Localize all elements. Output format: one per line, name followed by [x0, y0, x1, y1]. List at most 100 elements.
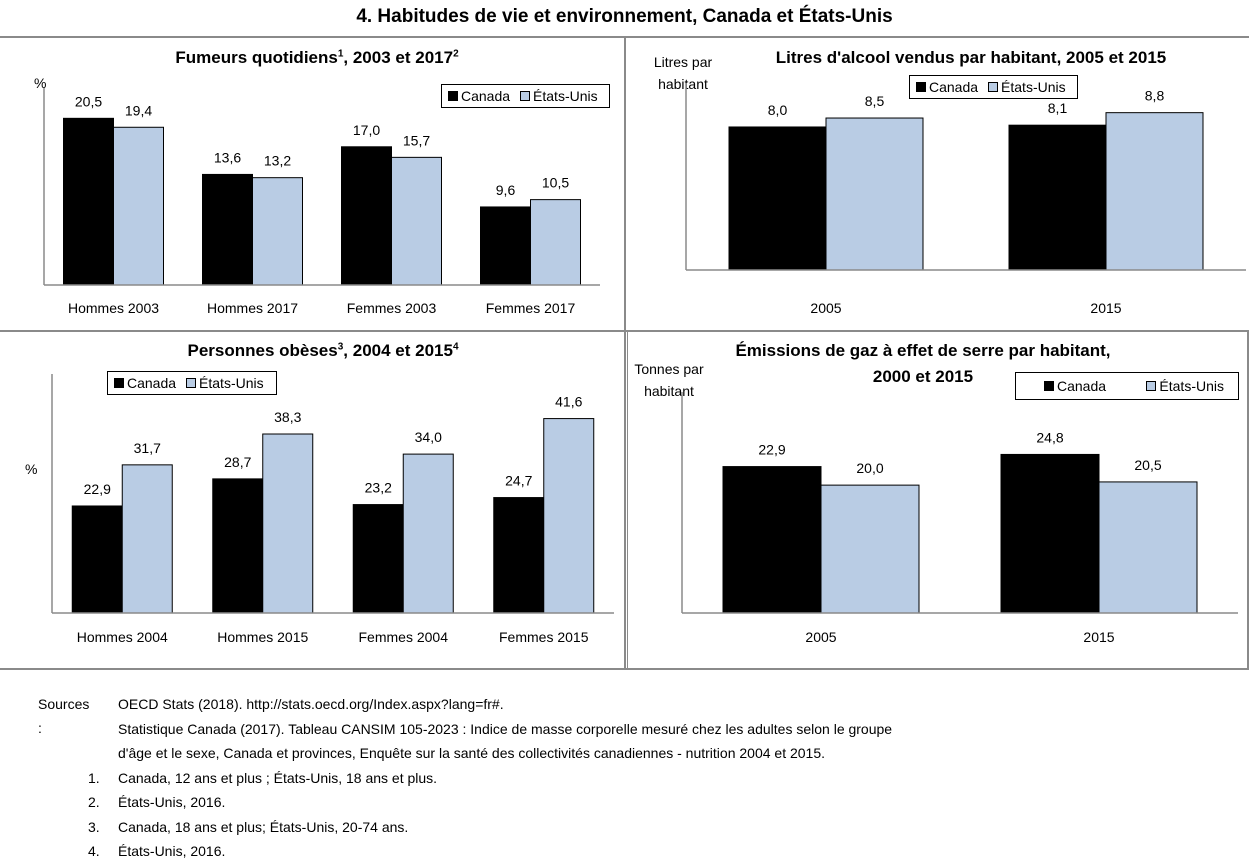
bar-canada	[1008, 124, 1107, 271]
page-title: 4. Habitudes de vie et environnement, Ca…	[356, 6, 893, 27]
data-label: 23,2	[365, 480, 392, 496]
x-tick-label: 2015	[1083, 629, 1114, 645]
data-label: 10,5	[542, 175, 569, 191]
divider-bottom	[0, 668, 1249, 670]
legend-item-canada: Canada	[114, 375, 176, 391]
bar-canada	[341, 146, 392, 286]
bar-canada	[480, 206, 531, 286]
legend: Canada États-Unis	[441, 84, 610, 108]
data-label: 22,9	[84, 481, 111, 497]
legend-label-canada: Canada	[1057, 378, 1107, 394]
chart-title-fumeurs: Fumeurs quotidiens1, 2003 et 20172	[0, 48, 634, 68]
data-label: 8,5	[865, 93, 885, 109]
bar-usa	[1105, 112, 1204, 271]
legend-item-canada: Canada	[916, 79, 978, 95]
legend-label-canada: Canada	[929, 79, 979, 95]
legend-swatch-canada	[448, 91, 458, 101]
data-label: 19,4	[125, 102, 152, 118]
bar-canada	[493, 497, 545, 614]
bar-canada	[212, 478, 264, 614]
y-axis-label: Litres par habitant	[644, 51, 722, 95]
x-tick-label: 2005	[805, 629, 836, 645]
legend-swatch-canada	[916, 82, 926, 92]
x-tick-label: Femmes 2015	[499, 629, 589, 645]
y-axis-label: %	[34, 75, 47, 91]
chart-panel-fumeurs: Fumeurs quotidiens1, 2003 et 20172 % Can…	[0, 38, 624, 330]
bar-usa	[113, 126, 164, 286]
data-label: 24,8	[1036, 429, 1063, 445]
legend-swatch-usa	[186, 378, 197, 388]
legend-item-usa: États-Unis	[1146, 378, 1224, 394]
x-tick-label: Femmes 2017	[486, 300, 576, 316]
bar-usa	[1098, 481, 1198, 614]
y-axis-label-line1: Tonnes par	[634, 361, 704, 377]
data-label: 8,0	[768, 102, 788, 118]
bar-usa	[820, 484, 920, 614]
chart-title-text: , 2004 et 2015	[343, 341, 453, 360]
divider-right-bottom	[1247, 330, 1249, 670]
bar-canada	[202, 173, 253, 286]
data-label: 34,0	[415, 429, 442, 445]
x-tick-label: Femmes 2004	[359, 629, 449, 645]
legend-label-usa: États-Unis	[199, 375, 264, 391]
data-label: 15,7	[403, 132, 430, 148]
footnote-ref: 4	[452, 341, 459, 353]
chart-title-text: Fumeurs quotidiens	[175, 48, 338, 67]
legend-label-usa: États-Unis	[1159, 378, 1224, 394]
note-text: États-Unis, 2016.	[118, 794, 226, 810]
chart-title-alcool: Litres d'alcool vendus par habitant, 200…	[775, 48, 1167, 67]
data-label: 8,1	[1048, 100, 1068, 116]
footnote-ref: 1	[337, 48, 344, 60]
data-label: 8,8	[1145, 88, 1165, 104]
chart-panel-obeses: Personnes obèses3, 2004 et 20154 % Canad…	[0, 332, 624, 668]
chart-panel-alcool: Litres d'alcool vendus par habitant, 200…	[626, 38, 1249, 330]
x-tick-label: 2005	[810, 300, 841, 316]
legend-item-canada: Canada	[448, 88, 510, 104]
divider-vertical-bottom-left	[624, 330, 626, 670]
legend-label-canada: Canada	[461, 88, 511, 104]
chart-panel-emissions: Émissions de gaz à effet de serre par ha…	[628, 332, 1247, 668]
bar-usa	[530, 199, 581, 286]
bar-canada	[728, 126, 827, 271]
legend-label-usa: États-Unis	[1001, 79, 1066, 95]
bar-usa	[543, 418, 595, 614]
data-label: 41,6	[555, 394, 582, 410]
chart-fumeurs: 20,5 19,4 Hommes 2003 13,6 13,2 Hommes 2017 17…	[43, 88, 600, 316]
bar-usa	[402, 453, 454, 614]
data-label: 20,5	[1134, 457, 1161, 473]
data-label: 38,3	[274, 409, 301, 425]
bar-canada	[63, 117, 114, 286]
data-label: 20,5	[75, 93, 102, 109]
chart-title-line1: Émissions de gaz à effet de serre par ha…	[735, 341, 1111, 360]
sources-label: Sources :	[38, 696, 90, 736]
legend-item-usa: États-Unis	[988, 79, 1066, 95]
data-label: 13,6	[214, 149, 241, 165]
legend-item-canada: Canada	[1044, 378, 1106, 394]
note-number: 4.	[88, 843, 100, 859]
data-label: 24,7	[505, 473, 532, 489]
legend-label-canada: Canada	[127, 375, 177, 391]
bar-usa	[825, 117, 924, 271]
note-text: Canada, 12 ans et plus ; États-Unis, 18 …	[118, 769, 438, 786]
data-label: 20,0	[856, 460, 883, 476]
bar-usa	[391, 156, 442, 286]
legend-item-usa: États-Unis	[520, 88, 598, 104]
legend-swatch-usa	[520, 91, 531, 101]
source-line: d'âge et le sexe, Canada et provinces, E…	[118, 745, 826, 761]
bar-canada	[722, 466, 822, 614]
chart-emissions: 22,9 20,0 2005 24,8 20,5 2015	[681, 392, 1238, 645]
data-label: 9,6	[496, 182, 516, 198]
footnote-ref: 2	[453, 48, 459, 60]
bar-usa	[252, 177, 303, 286]
bar-usa	[121, 464, 173, 614]
legend-item-usa: États-Unis	[186, 375, 264, 391]
source-line: OECD Stats (2018). http://stats.oecd.org…	[118, 696, 504, 712]
x-tick-label: 2015	[1090, 300, 1121, 316]
data-label: 22,9	[758, 442, 785, 458]
bar-canada	[1000, 453, 1100, 614]
source-line: Statistique Canada (2017). Tableau CANSI…	[118, 720, 893, 737]
x-tick-label: Femmes 2003	[347, 300, 437, 316]
data-label: 17,0	[353, 122, 380, 138]
legend: Canada États-Unis	[1015, 372, 1239, 400]
x-tick-label: Hommes 2004	[77, 629, 168, 645]
